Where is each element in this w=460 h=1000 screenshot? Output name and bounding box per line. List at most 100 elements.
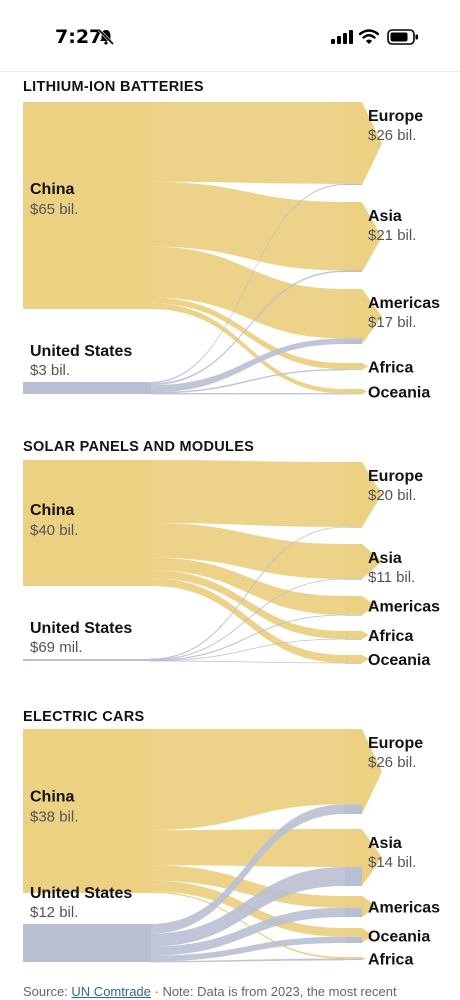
flow-united-states-to-oceania bbox=[149, 660, 346, 664]
flow-united-states-to-oceania bbox=[150, 936, 345, 962]
chart-title: ELECTRIC CARS bbox=[23, 709, 145, 725]
target-bar-americas bbox=[345, 896, 362, 908]
footer-note: · Note: Data is from 2023, the most rece… bbox=[150, 984, 397, 999]
flow-china-to-africa bbox=[150, 891, 345, 959]
target-bar-asia bbox=[345, 829, 362, 867]
target-arrow-asia bbox=[362, 544, 382, 579]
bell-slash-icon bbox=[97, 28, 115, 46]
target-bar-africa bbox=[345, 363, 362, 370]
target-value-asia: $21 bil. bbox=[368, 227, 416, 244]
target-bar-europe bbox=[345, 729, 362, 805]
target-value-europe: $26 bil. bbox=[368, 127, 416, 144]
target-bar-africa bbox=[345, 957, 362, 959]
target-arrow-europe bbox=[362, 729, 382, 814]
target-arrow-asia bbox=[362, 202, 382, 272]
source-label-china: China bbox=[30, 502, 75, 519]
flow-united-states-to-europe bbox=[150, 183, 345, 384]
target-label-europe: Europe bbox=[368, 468, 423, 485]
target-bar-asia bbox=[345, 202, 362, 271]
flow-china-to-oceania bbox=[150, 578, 345, 663]
target-bar-asia bbox=[345, 544, 362, 579]
target-bar-oceania bbox=[345, 393, 362, 395]
target-label-africa: Africa bbox=[368, 952, 413, 969]
flow-united-states-to-oceania bbox=[149, 392, 346, 395]
target-value-americas: $17 bil. bbox=[368, 314, 416, 331]
target-arrow-europe bbox=[362, 462, 382, 527]
flow-china-to-europe bbox=[150, 102, 345, 184]
target-bar-asia bbox=[345, 270, 362, 272]
wifi-icon bbox=[359, 29, 379, 44]
target-bar-oceania bbox=[345, 655, 362, 663]
flow-china-to-africa bbox=[150, 297, 345, 370]
flow-china-to-europe bbox=[150, 460, 345, 527]
target-label-americas: Americas bbox=[368, 295, 440, 312]
target-label-asia: Asia bbox=[368, 550, 402, 567]
status-time: 7:27 bbox=[55, 26, 103, 48]
target-arrow-oceania bbox=[362, 928, 373, 943]
target-bar-africa bbox=[345, 369, 362, 371]
target-arrow-americas bbox=[362, 596, 376, 615]
chart-electric-cars: ELECTRIC CARS Europe $26 bil. Asia $14 bil. A… bbox=[23, 709, 440, 969]
source-node-united-states bbox=[23, 924, 151, 962]
flow-united-states-to-asia bbox=[150, 867, 345, 947]
source-label-united-states: United States bbox=[30, 343, 132, 360]
target-bar-oceania bbox=[345, 389, 362, 394]
source-value-china: $38 bil. bbox=[30, 808, 78, 825]
flow-china-to-europe bbox=[150, 729, 345, 831]
target-bar-europe bbox=[345, 102, 362, 184]
source-value-china: $40 bil. bbox=[30, 522, 78, 539]
target-bar-europe bbox=[345, 462, 362, 527]
target-bar-americas bbox=[345, 614, 362, 616]
target-bar-europe bbox=[345, 804, 362, 814]
target-arrow-europe bbox=[362, 102, 382, 185]
flow-china-to-asia bbox=[150, 829, 345, 867]
target-value-asia: $14 bil. bbox=[368, 854, 416, 871]
flow-china-to-oceania bbox=[150, 303, 345, 394]
source-link[interactable]: UN Comtrade bbox=[71, 984, 151, 999]
target-bar-oceania bbox=[345, 928, 362, 937]
trade-flow-charts: LITHIUM-ION BATTERIES Europe $26 bil. Asia $… bbox=[23, 79, 440, 969]
target-arrow-africa bbox=[362, 957, 366, 960]
target-bar-americas bbox=[345, 596, 362, 615]
target-arrow-americas bbox=[362, 896, 377, 917]
target-arrow-americas bbox=[362, 289, 382, 344]
source-node-china bbox=[23, 460, 151, 586]
target-label-oceania: Oceania bbox=[368, 385, 430, 402]
target-label-americas: Americas bbox=[368, 599, 440, 616]
source-value-united-states: $3 bil. bbox=[30, 362, 70, 379]
chart-lithium-ion-batteries: LITHIUM-ION BATTERIES Europe $26 bil. Asia $… bbox=[23, 79, 440, 402]
source-label-united-states: United States bbox=[30, 620, 132, 637]
target-label-oceania: Oceania bbox=[368, 652, 430, 669]
source-node-china bbox=[23, 102, 151, 309]
target-value-europe: $26 bil. bbox=[368, 754, 416, 771]
target-label-asia: Asia bbox=[368, 835, 402, 852]
flow-united-states-to-americas bbox=[150, 338, 345, 393]
flow-china-to-americas bbox=[150, 865, 345, 908]
source-value-united-states: $69 mil. bbox=[30, 639, 83, 656]
target-arrow-africa bbox=[362, 363, 369, 370]
target-bar-europe bbox=[345, 526, 362, 528]
target-arrow-oceania bbox=[362, 655, 369, 663]
target-label-europe: Europe bbox=[368, 735, 423, 752]
source-label-united-states: United States bbox=[30, 885, 132, 902]
target-bar-americas bbox=[345, 289, 362, 339]
chart-title: LITHIUM-ION BATTERIES bbox=[23, 79, 204, 95]
target-arrow-oceania bbox=[362, 389, 367, 394]
cellular-signal-icon bbox=[331, 30, 353, 44]
target-bar-africa bbox=[345, 631, 362, 639]
target-bar-africa bbox=[345, 958, 362, 960]
target-label-oceania: Oceania bbox=[368, 929, 430, 946]
flow-china-to-americas bbox=[150, 246, 345, 339]
chart-title: SOLAR PANELS AND MODULES bbox=[23, 439, 254, 455]
target-label-europe: Europe bbox=[368, 108, 423, 125]
source-value-china: $65 bil. bbox=[30, 201, 78, 218]
source-node-united-states bbox=[23, 659, 151, 661]
target-label-americas: Americas bbox=[368, 900, 440, 917]
flow-united-states-to-europe bbox=[150, 804, 345, 934]
footer-source: Source: UN Comtrade · Note: Data is from… bbox=[23, 984, 453, 999]
target-bar-americas bbox=[345, 338, 362, 344]
target-arrow-asia bbox=[362, 829, 382, 886]
target-value-europe: $20 bil. bbox=[368, 487, 416, 504]
source-label-china: China bbox=[30, 788, 75, 805]
target-bar-oceania bbox=[345, 936, 362, 943]
